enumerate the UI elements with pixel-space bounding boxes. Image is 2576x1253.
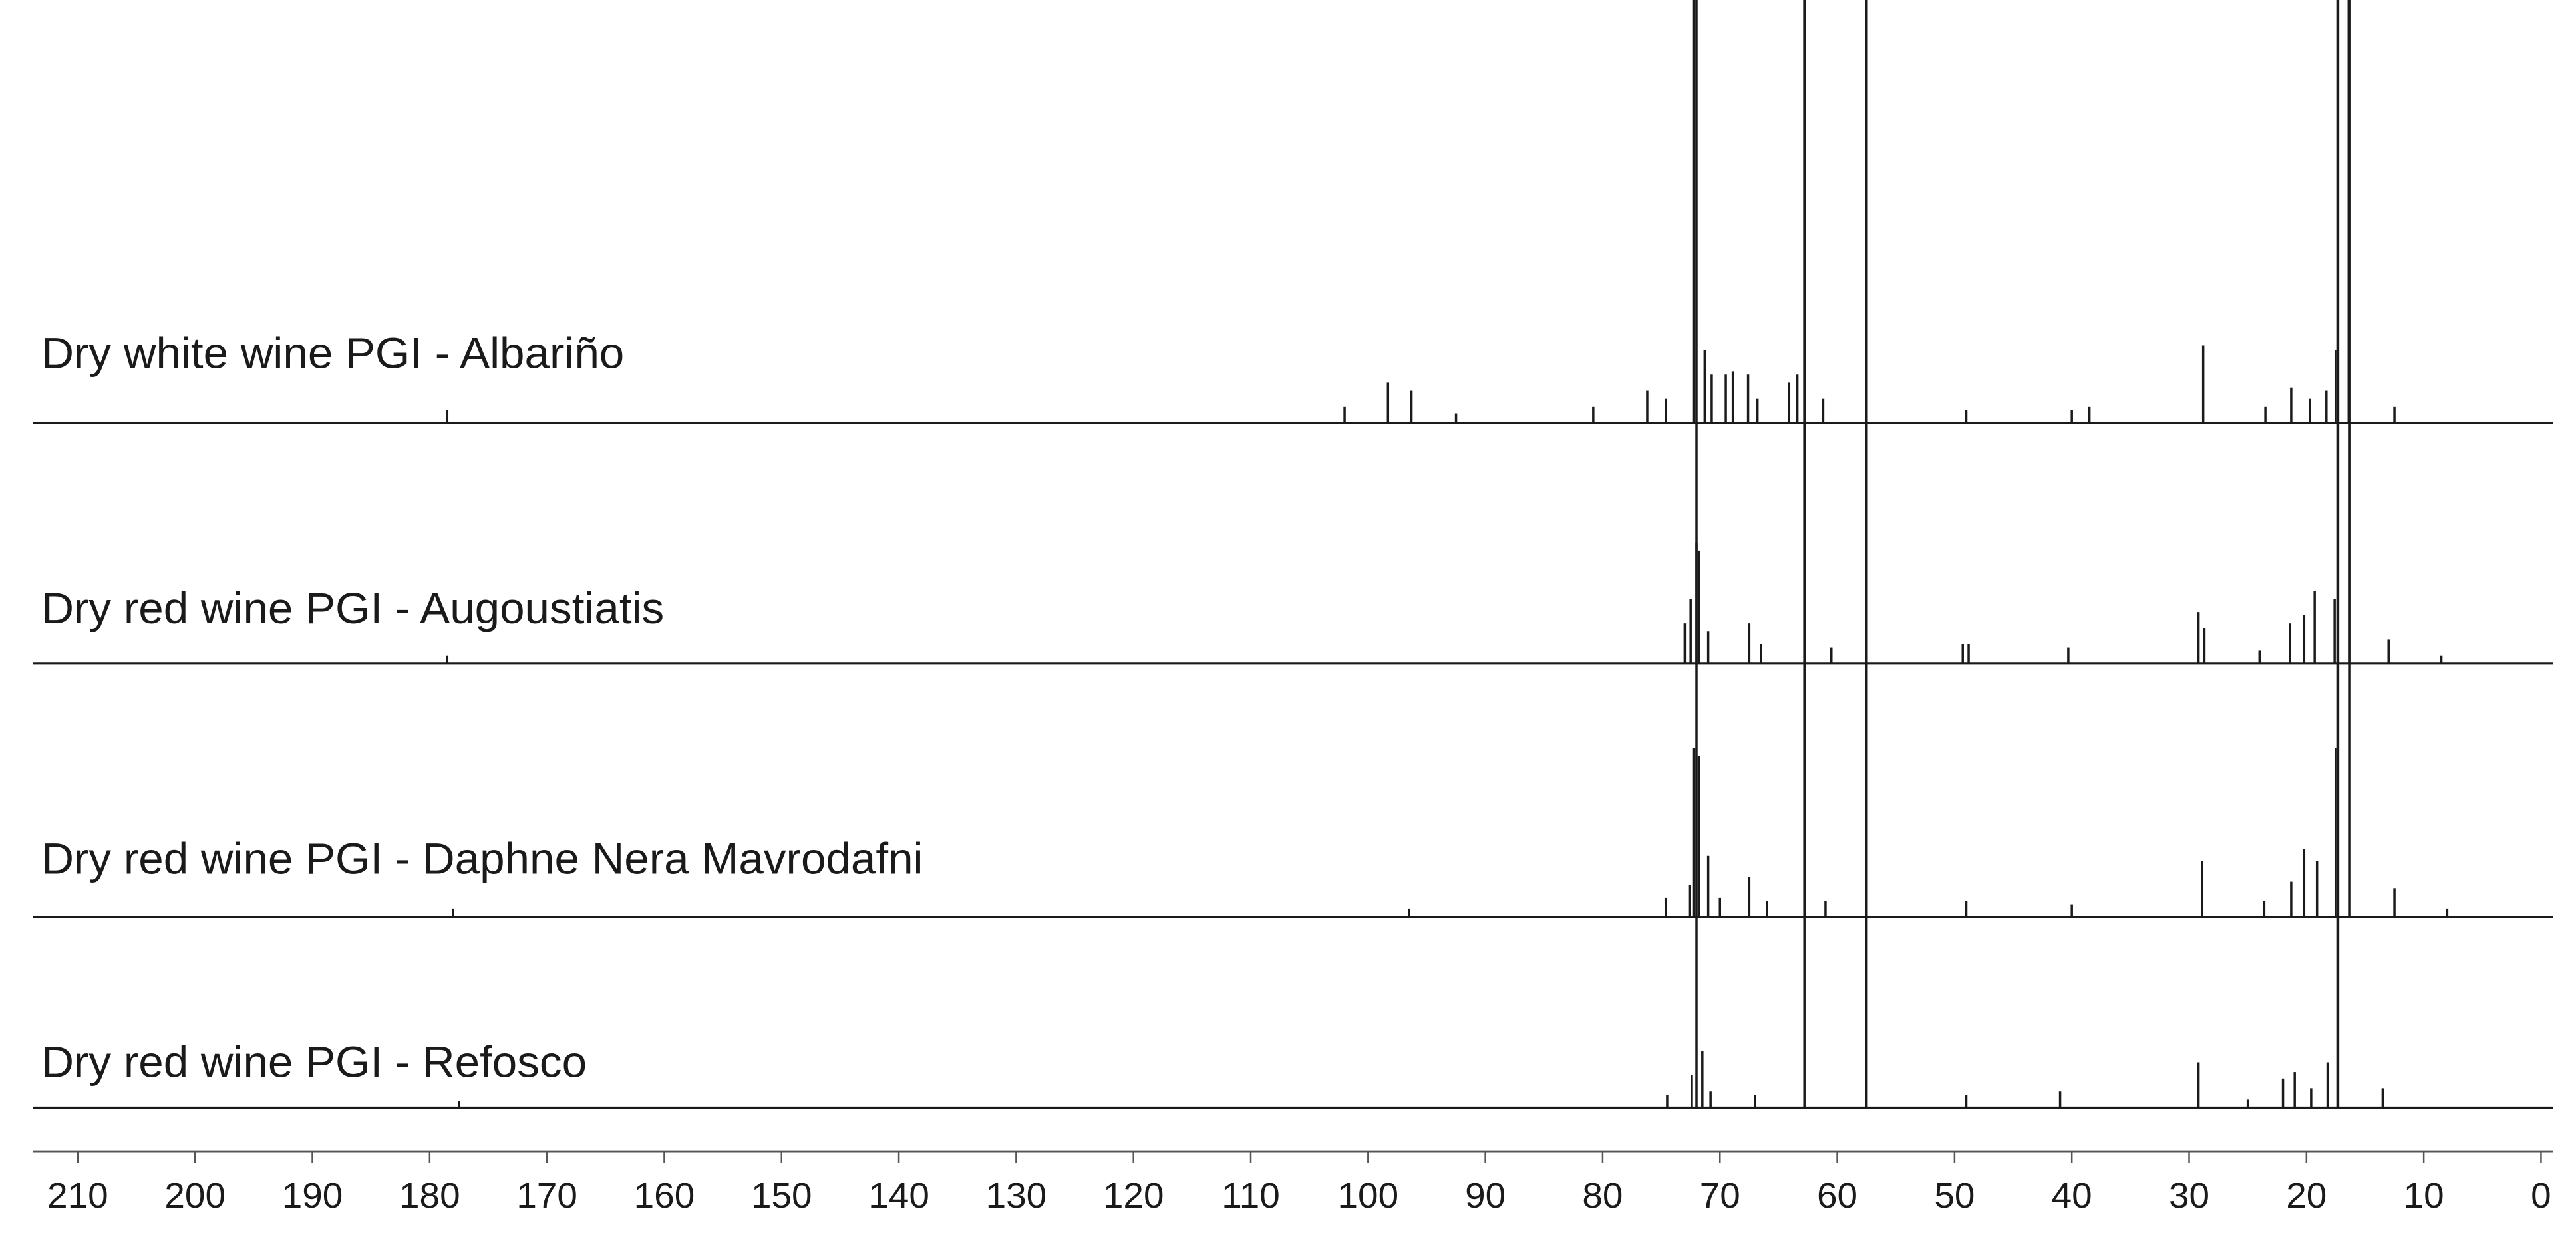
x-tick-label: 140 (868, 1177, 929, 1216)
series-label: Dry white wine PGI - Albariño (41, 329, 624, 378)
x-tick-label: 30 (2169, 1177, 2209, 1216)
x-tick-label: 110 (1221, 1177, 1279, 1216)
x-tick-label: 60 (1817, 1177, 1857, 1216)
x-tick-label: 120 (1103, 1177, 1164, 1216)
x-tick-label: 210 (47, 1177, 108, 1216)
x-tick-label: 150 (751, 1177, 812, 1216)
x-tick-label: 90 (1465, 1177, 1506, 1216)
x-tick-label: 170 (516, 1177, 577, 1216)
x-tick-label: 200 (164, 1177, 226, 1216)
x-tick-label: 10 (2404, 1177, 2444, 1216)
series-label: Dry red wine PGI - Daphne Nera Mavrodafn… (41, 835, 923, 883)
x-tick-label: 70 (1700, 1177, 1740, 1216)
x-tick-label: 80 (1582, 1177, 1623, 1216)
x-tick-label: 190 (282, 1177, 343, 1216)
x-tick-label: 180 (399, 1177, 460, 1216)
series-label: Dry red wine PGI - Refosco (41, 1038, 587, 1087)
x-tick-label: 50 (1934, 1177, 1975, 1216)
series-label: Dry red wine PGI - Augoustiatis (41, 585, 664, 633)
x-tick-label: 20 (2286, 1177, 2327, 1216)
x-tick-label: 40 (2052, 1177, 2092, 1216)
x-tick-label: 160 (634, 1177, 695, 1216)
x-tick-label: 0 (2531, 1177, 2551, 1216)
x-tick-label: 130 (986, 1177, 1047, 1216)
x-tick-label: 100 (1338, 1177, 1399, 1216)
plot-area (33, 0, 2553, 1109)
